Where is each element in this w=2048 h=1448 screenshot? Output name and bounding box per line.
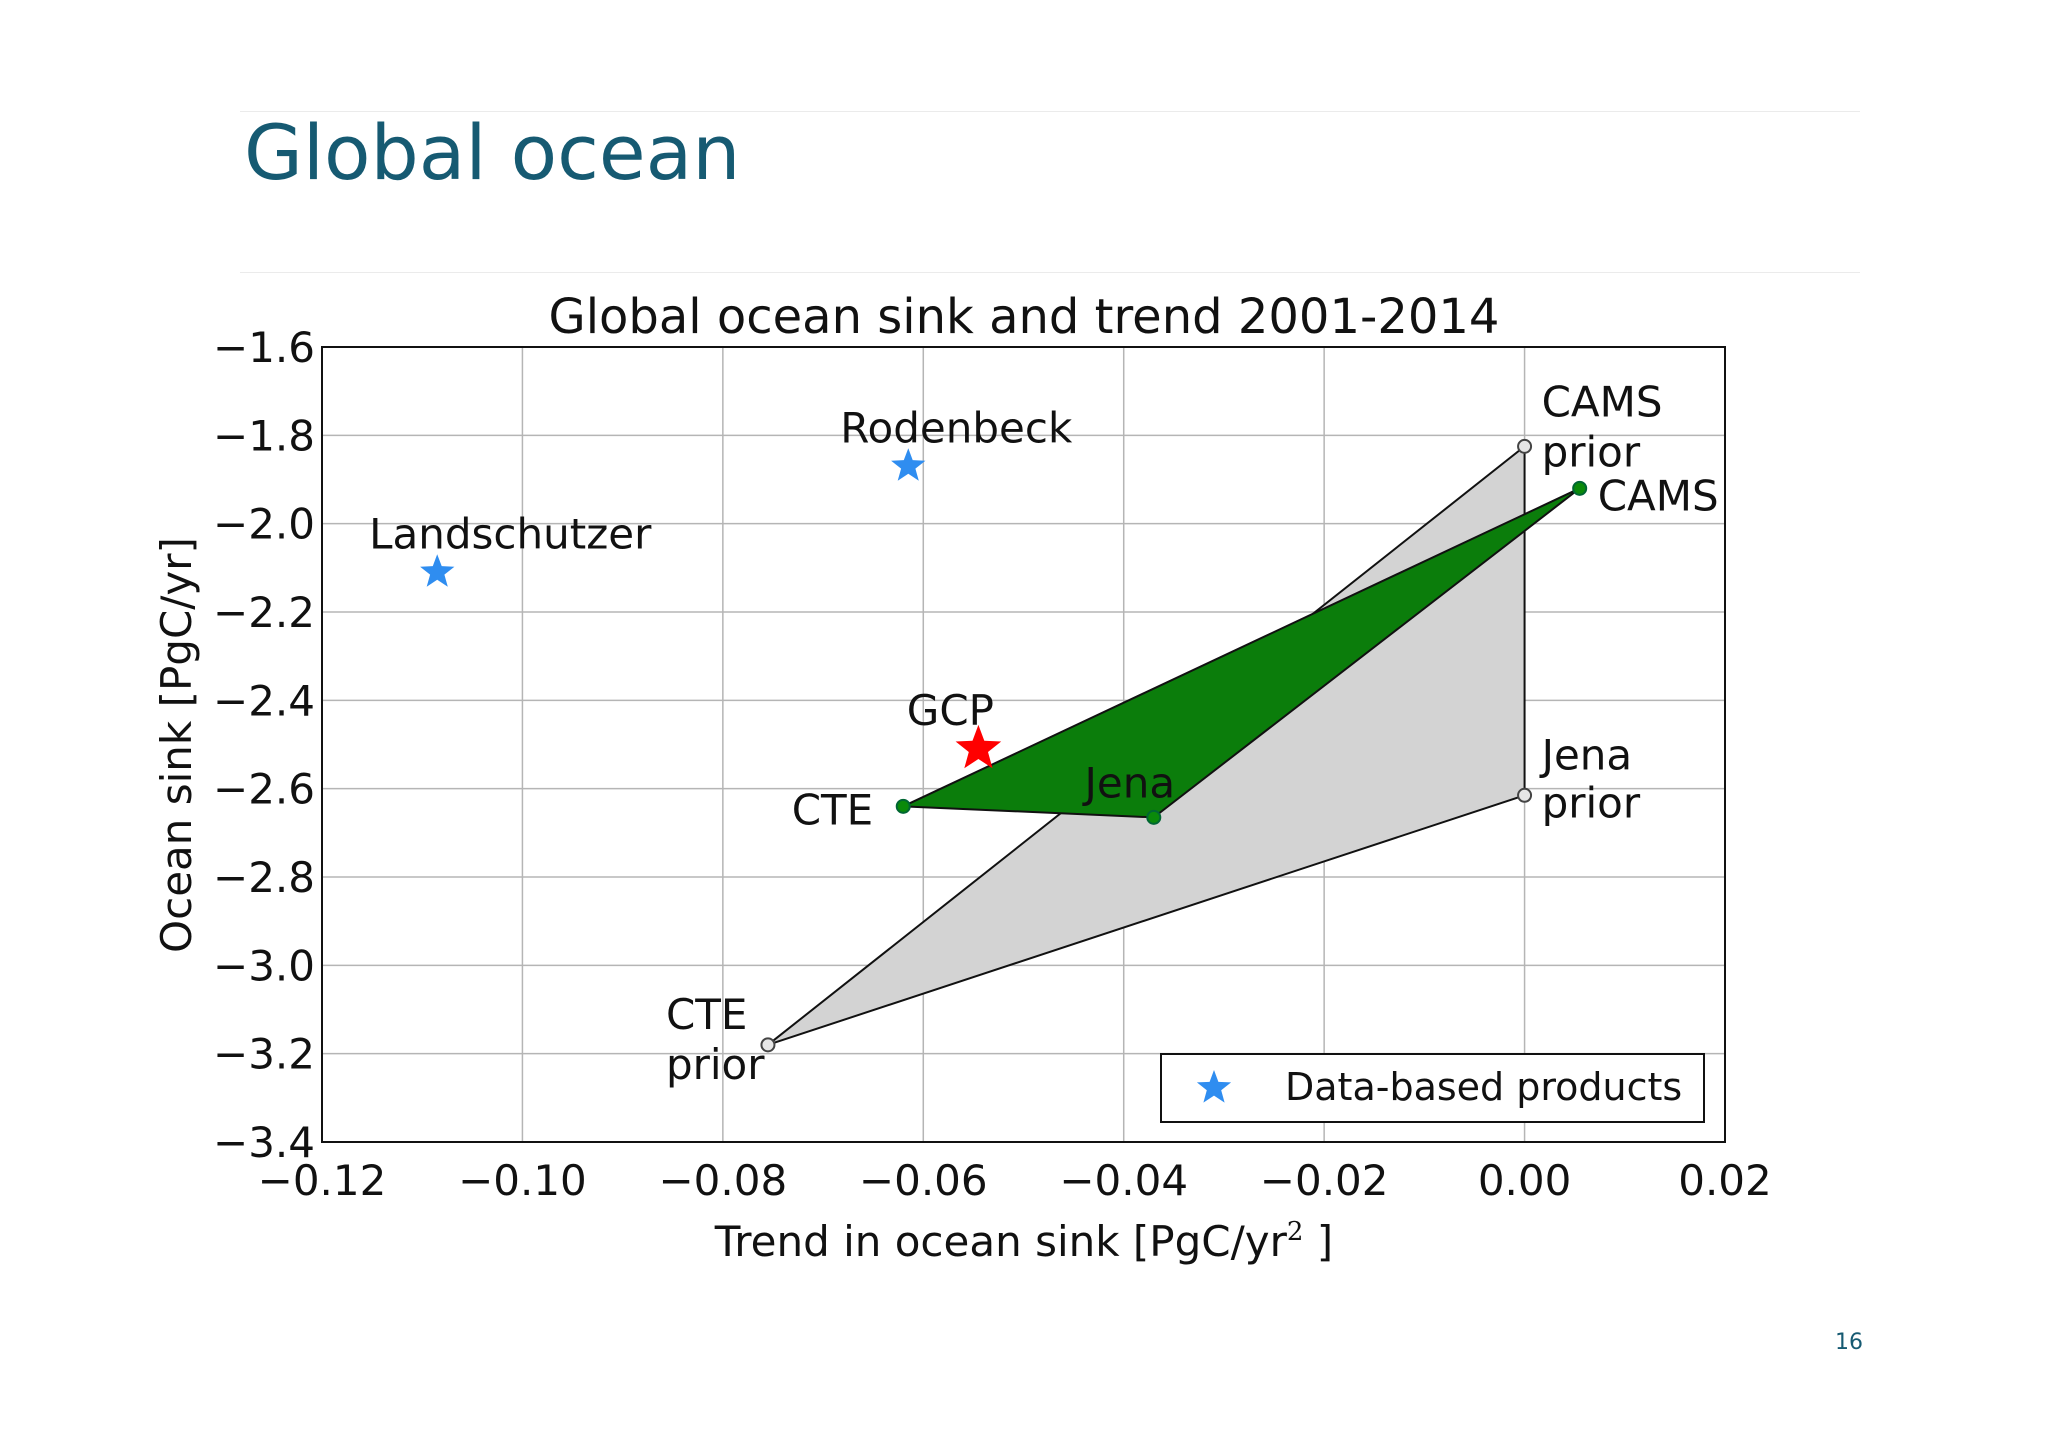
y-tick-label: −3.2 [213,1030,315,1079]
cams-prior-label-line2: prior [1542,427,1641,476]
x-tick-label: 0.02 [1678,1156,1772,1205]
y-tick-label: −2.8 [213,853,315,902]
jena-label: Jena [1081,758,1175,807]
prior-point [1517,438,1533,454]
chart-polygons [767,444,1581,1046]
slide-title: Global ocean [244,108,741,197]
jena-prior-label-line2: prior [1542,778,1641,827]
gcp-star [955,724,1002,769]
chart-markers [420,438,1588,1053]
y-tick-label: −2.6 [213,765,315,814]
inversion-point [1146,809,1162,825]
x-tick-label: −0.04 [1059,1156,1188,1205]
header-rule-top [240,111,1860,112]
y-tick-label: −3.0 [213,941,315,990]
cte-prior-label-line1: CTE [666,990,748,1039]
legend-entry-label: Data-based products [1285,1065,1682,1109]
x-tick-label: −0.02 [1260,1156,1389,1205]
legend-box [1160,1053,1705,1123]
gcp-label: GCP [907,686,994,735]
data-based-star [891,448,926,481]
chart-tick-labels: −0.12 −0.10 −0.08 −0.06 −0.04 −0.02 0.00 0.02 −1… [213,323,1772,1205]
x-axis-label: Trend in ocean sink [PgC/yr2 ] [714,1217,1333,1266]
data-based-star [420,554,455,587]
rodenbeck-label: Rodenbeck [840,403,1073,452]
cte-label: CTE [792,785,874,834]
header-rule-bottom [240,272,1860,273]
legend-star-icon [1196,1070,1232,1103]
cte-prior-label-line2: prior [666,1040,765,1089]
prior-point [760,1037,776,1053]
legend: Data-based products [1160,1053,1705,1123]
chart-point-labels: RodenbeckLandschutzerGCPCTEJenaCAMSCTEpr… [369,377,1719,1088]
y-tick-label: −2.4 [213,676,315,725]
y-tick-label: −1.6 [213,323,315,372]
y-tick-label: −2.0 [213,500,315,549]
x-tick-label: −0.12 [258,1156,387,1205]
inversion-point [895,798,911,814]
cams-prior-label-line1: CAMS [1542,377,1663,426]
inversion-range-polygon [902,487,1581,819]
chart-title: Global ocean sink and trend 2001-2014 [549,289,1500,345]
page-number: 16 [1835,1330,1863,1355]
landschutzer-label: Landschutzer [369,509,652,558]
plot-frame [321,346,1726,1143]
y-tick-label: −3.4 [213,1118,315,1167]
x-tick-label: −0.08 [658,1156,787,1205]
cams-label: CAMS [1598,471,1719,520]
x-tick-label: −0.10 [458,1156,587,1205]
prior-point [1517,787,1533,803]
y-tick-label: −1.8 [213,411,315,460]
y-axis-label: Ocean sink [PgC/yr] [152,537,201,953]
x-tick-label: −0.06 [859,1156,988,1205]
jena-prior-label-line1: Jena [1539,730,1633,779]
inversion-point [1572,480,1588,496]
y-tick-label: −2.2 [213,588,315,637]
x-tick-label: 0.00 [1478,1156,1572,1205]
